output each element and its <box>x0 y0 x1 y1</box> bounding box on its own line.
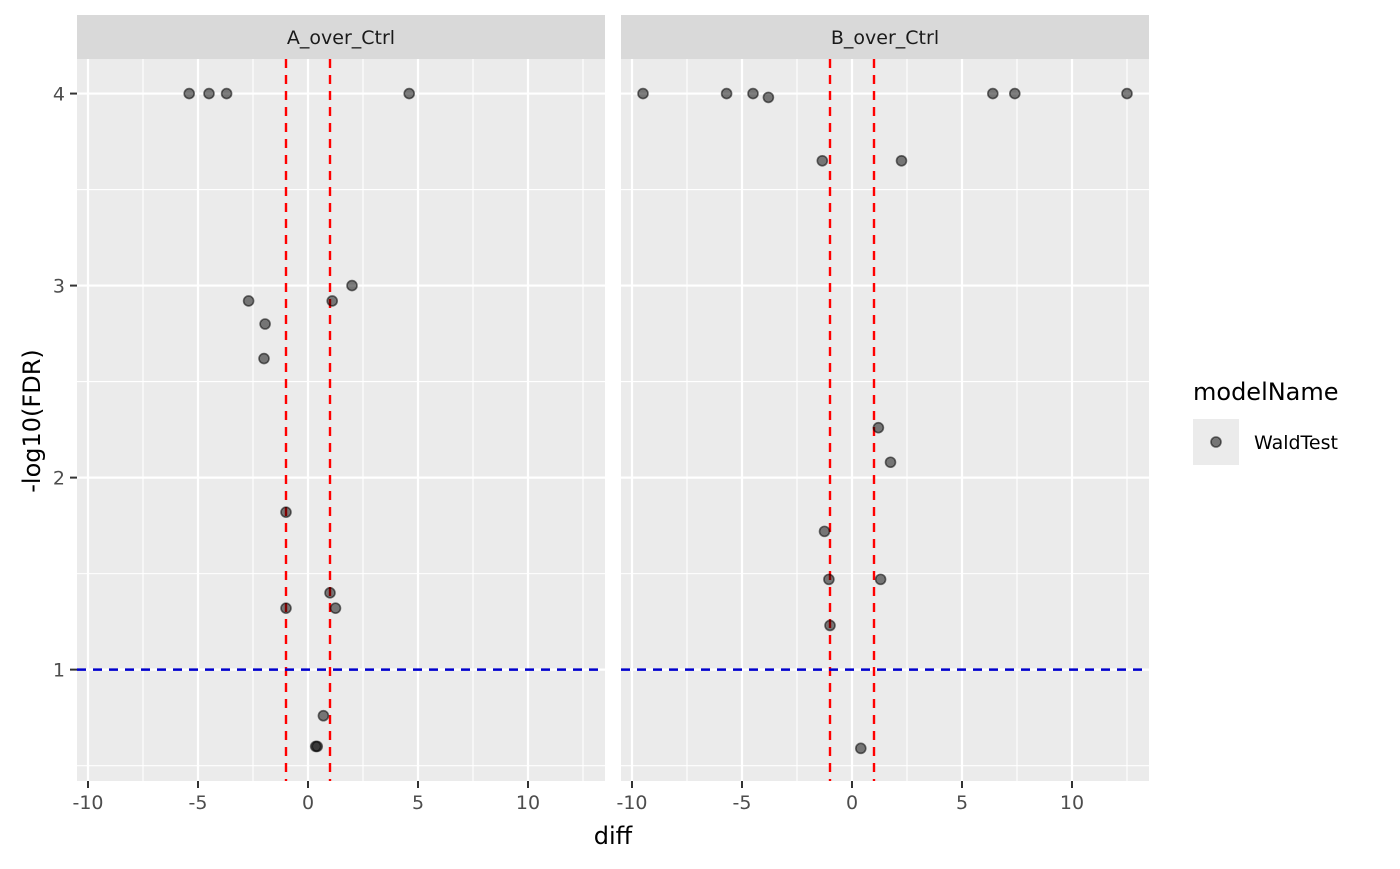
data-point <box>762 91 775 104</box>
data-point <box>854 742 867 755</box>
x-tick-label: -5 <box>733 792 752 814</box>
data-point <box>183 87 195 100</box>
data-point <box>329 602 342 614</box>
data-point <box>747 87 759 100</box>
facet-strip <box>621 15 1149 59</box>
facet-panels: A_over_Ctrl -10 -5 0 5 10 B_over_Ctrl -10 -5 0 5 10 <box>72 15 1149 814</box>
x-tick-label: 0 <box>846 792 858 814</box>
data-point <box>818 525 831 538</box>
data-point <box>317 709 330 722</box>
x-tick-label: -10 <box>616 792 647 814</box>
legend-label-waldtest: WaldTest <box>1254 432 1338 454</box>
y-tick-label: 4 <box>53 84 65 106</box>
x-tick-label: 5 <box>412 792 424 814</box>
data-point <box>637 87 649 100</box>
y-axis: 1 2 3 4 <box>53 84 77 682</box>
facet-strip-label: A_over_Ctrl <box>287 27 395 49</box>
data-point <box>884 456 897 469</box>
y-tick-label: 1 <box>53 660 65 682</box>
panel-background <box>621 59 1149 781</box>
x-tick-label: -10 <box>72 792 103 814</box>
data-point <box>986 87 999 100</box>
data-point <box>311 740 324 753</box>
data-point <box>324 587 336 599</box>
x-tick-label: 5 <box>956 792 968 814</box>
data-point <box>203 87 215 100</box>
x-tick-label: -5 <box>189 792 208 814</box>
data-point <box>872 421 885 434</box>
data-point <box>816 154 829 167</box>
data-point <box>259 318 271 330</box>
x-tick-label: 0 <box>302 792 314 814</box>
facet-strip-label: B_over_Ctrl <box>831 27 939 49</box>
data-point <box>1008 87 1021 100</box>
facet-panel-2: B_over_Ctrl -10 -5 0 5 10 <box>616 15 1149 814</box>
y-tick-label: 2 <box>53 468 65 490</box>
x-tick-label: 10 <box>516 792 540 814</box>
facet-strip <box>77 15 605 59</box>
legend: modelName WaldTest <box>1193 378 1339 465</box>
data-point <box>280 602 292 614</box>
data-point <box>258 352 270 365</box>
legend-key-point <box>1210 436 1222 448</box>
legend-title: modelName <box>1193 378 1339 406</box>
data-point <box>895 154 908 167</box>
data-point <box>346 279 358 292</box>
data-point <box>1121 87 1133 100</box>
data-point <box>720 87 733 100</box>
data-point <box>874 573 887 586</box>
data-point <box>220 87 233 100</box>
panel-background <box>77 59 605 781</box>
x-tick-label: 10 <box>1060 792 1084 814</box>
data-point <box>326 295 339 307</box>
data-point <box>403 87 416 100</box>
x-axis-title: diff <box>594 822 633 850</box>
facet-panel-1: A_over_Ctrl -10 -5 0 5 10 <box>72 15 605 814</box>
data-point <box>242 295 255 307</box>
data-point <box>280 506 292 518</box>
y-tick-label: 3 <box>53 276 65 298</box>
y-axis-title: -log10(FDR) <box>18 349 46 492</box>
data-point <box>823 573 835 586</box>
data-point <box>824 619 836 632</box>
